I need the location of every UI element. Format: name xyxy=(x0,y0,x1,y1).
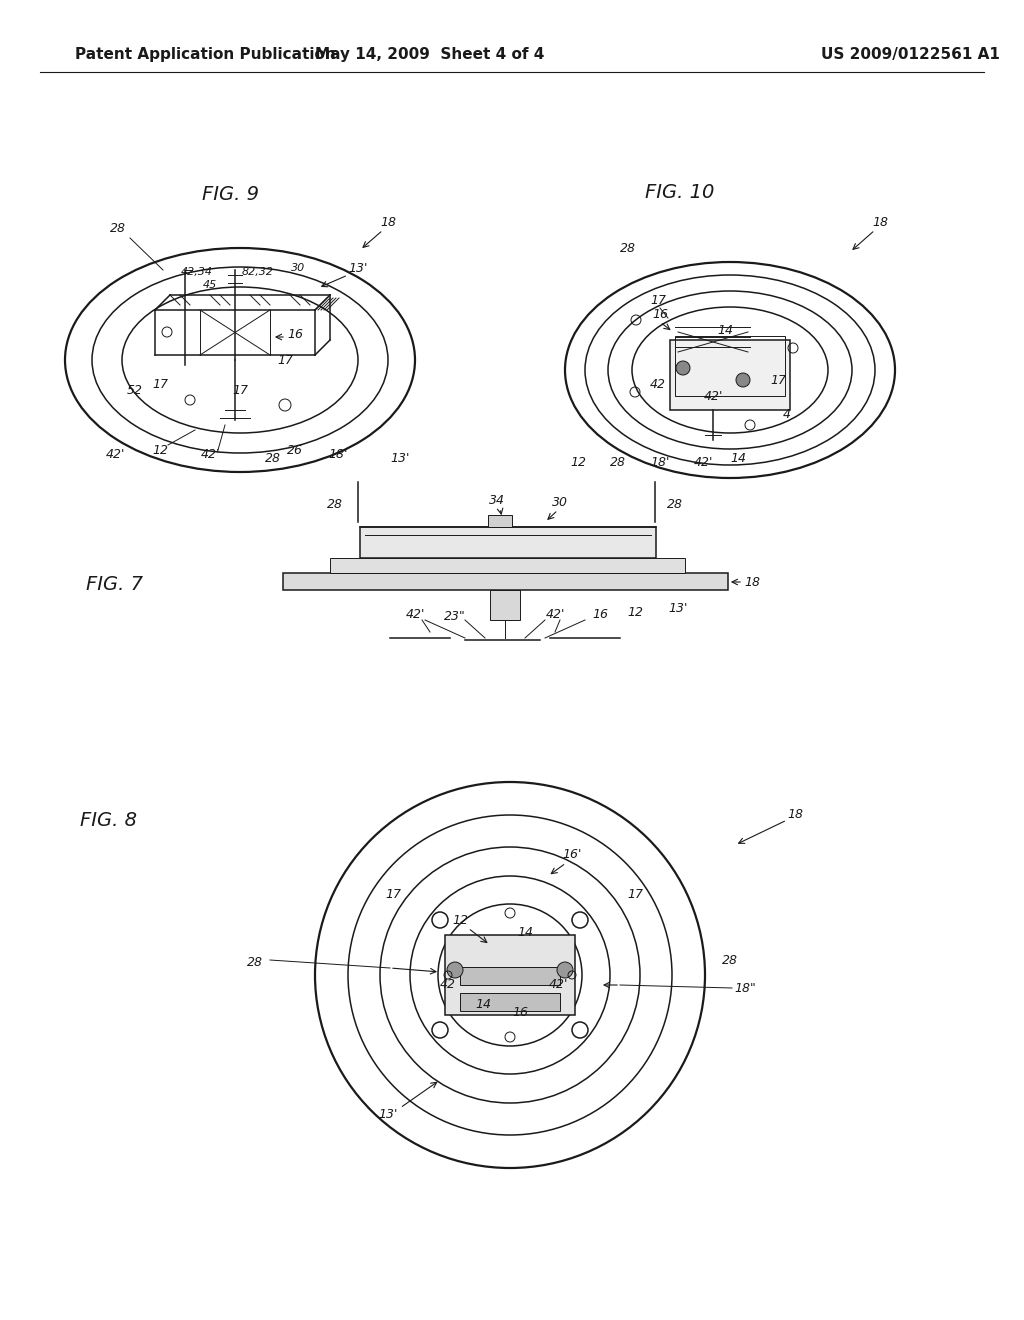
Text: 18: 18 xyxy=(380,215,396,228)
Circle shape xyxy=(447,962,463,978)
Text: 17: 17 xyxy=(278,354,293,367)
Text: 13': 13' xyxy=(378,1109,397,1122)
Text: FIG. 7: FIG. 7 xyxy=(86,576,143,594)
Text: 13': 13' xyxy=(390,451,410,465)
Text: 30: 30 xyxy=(291,263,305,273)
Circle shape xyxy=(736,374,750,387)
Text: US 2009/0122561 A1: US 2009/0122561 A1 xyxy=(820,48,999,62)
Text: 42': 42' xyxy=(546,607,564,620)
Text: 42': 42' xyxy=(105,449,125,462)
Text: 14: 14 xyxy=(730,451,746,465)
Text: 12: 12 xyxy=(452,913,468,927)
Bar xyxy=(283,573,728,590)
Text: 17: 17 xyxy=(385,888,401,902)
Text: 28: 28 xyxy=(620,242,636,255)
Bar xyxy=(490,590,520,620)
Bar xyxy=(670,341,790,411)
Text: 17: 17 xyxy=(627,888,643,902)
Text: 13': 13' xyxy=(348,261,368,275)
Bar xyxy=(445,935,575,1015)
Text: 26: 26 xyxy=(287,444,303,457)
Text: May 14, 2009  Sheet 4 of 4: May 14, 2009 Sheet 4 of 4 xyxy=(315,48,545,62)
Text: 28: 28 xyxy=(610,455,626,469)
Text: 42: 42 xyxy=(440,978,456,991)
Text: 16: 16 xyxy=(592,607,608,620)
Text: 14: 14 xyxy=(475,998,490,1011)
Text: 18: 18 xyxy=(787,808,803,821)
Bar xyxy=(675,337,785,396)
Text: 14: 14 xyxy=(717,323,733,337)
Text: 30: 30 xyxy=(552,495,568,508)
Text: 82,32: 82,32 xyxy=(242,267,274,277)
Text: 28: 28 xyxy=(722,953,738,966)
Text: 45: 45 xyxy=(203,280,217,290)
Text: FIG. 9: FIG. 9 xyxy=(202,186,258,205)
Text: 16': 16' xyxy=(562,849,582,862)
Text: 17: 17 xyxy=(770,374,786,387)
Bar xyxy=(330,558,685,573)
Circle shape xyxy=(557,962,573,978)
Text: 18': 18' xyxy=(329,449,348,462)
Text: 42: 42 xyxy=(650,379,666,392)
Text: 16: 16 xyxy=(287,329,303,342)
Text: 42': 42' xyxy=(693,455,713,469)
Text: 42': 42' xyxy=(548,978,567,991)
Text: 16: 16 xyxy=(652,309,668,322)
Text: FIG. 10: FIG. 10 xyxy=(645,182,715,202)
Text: 28: 28 xyxy=(327,499,343,511)
Text: 34: 34 xyxy=(489,494,505,507)
Text: 4: 4 xyxy=(783,408,791,421)
Text: Patent Application Publication: Patent Application Publication xyxy=(75,48,336,62)
Text: 14: 14 xyxy=(517,927,534,940)
Text: 16: 16 xyxy=(512,1006,528,1019)
Text: 13': 13' xyxy=(669,602,688,615)
Text: 17: 17 xyxy=(650,293,666,306)
Text: 18": 18" xyxy=(734,982,756,994)
Text: 12: 12 xyxy=(152,444,168,457)
Text: 42': 42' xyxy=(406,609,425,622)
Bar xyxy=(460,993,560,1011)
Text: 17: 17 xyxy=(152,379,168,392)
Text: 18': 18' xyxy=(650,455,670,469)
Text: 17: 17 xyxy=(232,384,248,396)
Text: 42': 42' xyxy=(201,449,220,462)
Text: 28: 28 xyxy=(110,222,126,235)
Text: 28: 28 xyxy=(247,957,263,969)
Text: 23": 23" xyxy=(444,610,466,623)
Text: 52: 52 xyxy=(127,384,143,396)
Text: 28: 28 xyxy=(265,451,281,465)
Text: 18: 18 xyxy=(744,576,760,589)
Text: 18: 18 xyxy=(872,215,888,228)
Text: 12: 12 xyxy=(570,455,586,469)
Text: 42,34: 42,34 xyxy=(181,267,213,277)
Bar xyxy=(360,527,656,558)
Text: 42': 42' xyxy=(703,391,723,404)
Text: 12: 12 xyxy=(627,606,643,619)
Bar xyxy=(460,968,560,985)
Text: 28: 28 xyxy=(667,499,683,511)
Circle shape xyxy=(676,360,690,375)
Text: FIG. 8: FIG. 8 xyxy=(80,810,136,829)
Bar xyxy=(488,515,512,527)
